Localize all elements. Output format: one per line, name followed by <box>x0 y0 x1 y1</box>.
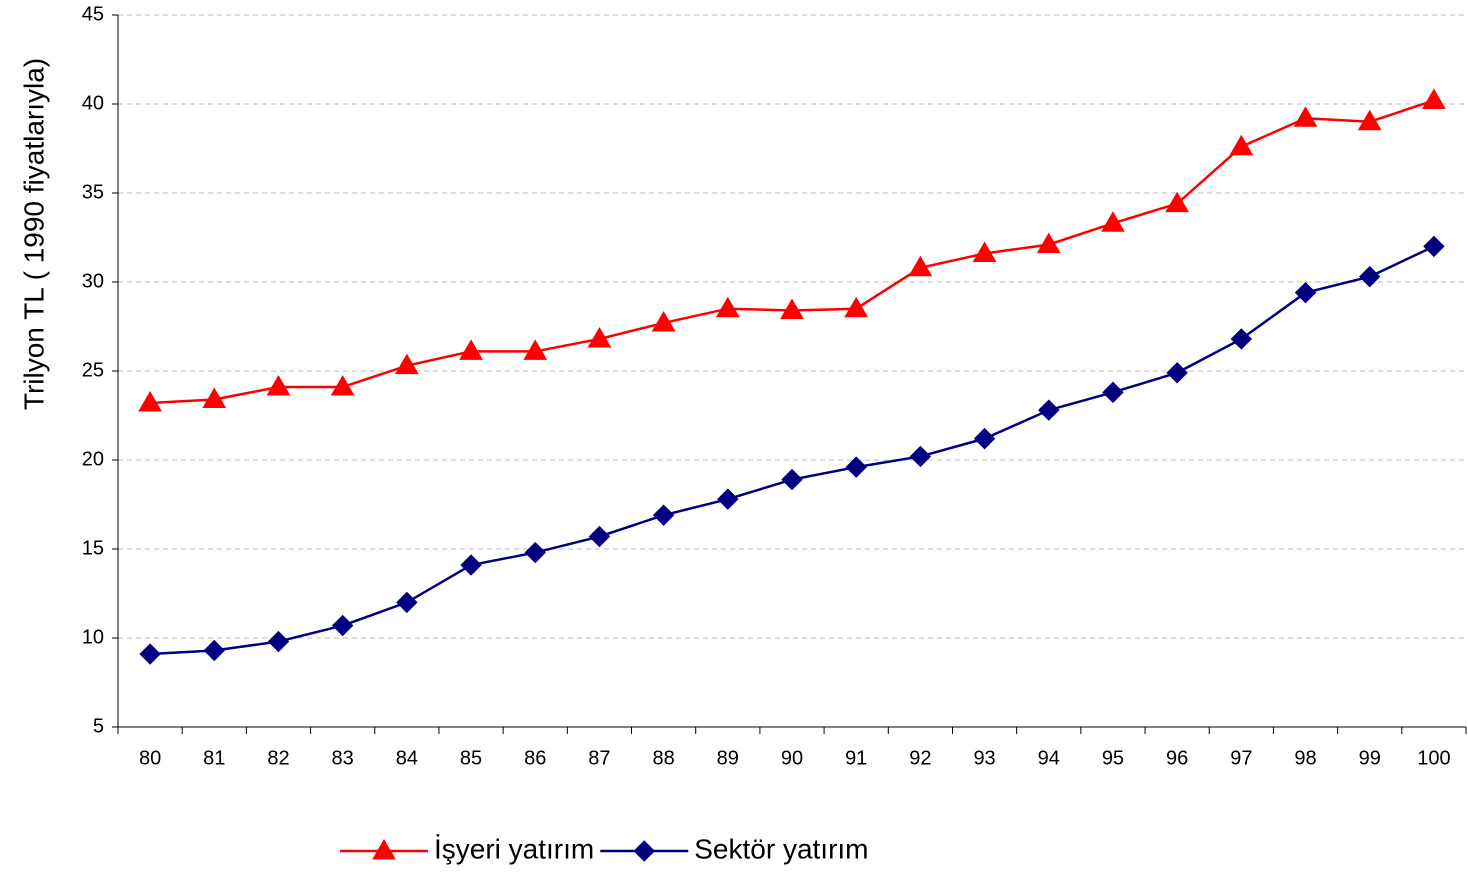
data-point <box>138 391 162 412</box>
x-tick-label: 81 <box>203 747 225 769</box>
data-point <box>394 353 419 375</box>
x-tick-label: 91 <box>845 747 867 769</box>
data-point <box>588 525 611 548</box>
x-tick-label: 99 <box>1359 747 1381 769</box>
data-point <box>717 488 739 510</box>
data-point <box>1230 328 1253 350</box>
x-tick-label: 86 <box>524 747 546 769</box>
data-point <box>266 375 291 396</box>
data-point <box>1359 265 1381 288</box>
x-tick-label: 93 <box>973 747 995 769</box>
y-tick-label: 25 <box>82 359 104 381</box>
data-point <box>909 445 932 468</box>
data-point <box>1101 211 1125 232</box>
data-point <box>396 591 418 614</box>
x-tick-label: 97 <box>1230 747 1252 769</box>
legend-marker <box>633 840 655 862</box>
x-tick-label: 92 <box>909 747 931 769</box>
x-tick-label: 87 <box>588 747 610 769</box>
data-point <box>267 630 290 653</box>
data-point <box>1038 399 1060 421</box>
data-point <box>459 339 483 360</box>
x-tick-label: 89 <box>717 747 739 769</box>
data-point <box>780 298 804 319</box>
y-axis-label: Trilyon TL ( 1990 fiyatlarıyla) <box>18 58 49 410</box>
x-tick-label: 95 <box>1102 747 1124 769</box>
x-tick-label: 85 <box>460 747 482 769</box>
x-tick-label: 84 <box>396 747 418 769</box>
data-point <box>202 387 227 408</box>
data-point <box>973 427 996 450</box>
data-point <box>1357 109 1382 131</box>
data-point <box>331 614 354 637</box>
y-tick-label: 30 <box>82 270 104 292</box>
data-point <box>1165 191 1190 213</box>
y-tick-label: 40 <box>82 92 104 114</box>
data-point <box>972 241 997 263</box>
data-point <box>587 326 612 348</box>
x-tick-label: 98 <box>1294 747 1316 769</box>
y-tick-label: 5 <box>93 715 104 737</box>
x-tick-label: 82 <box>267 747 289 769</box>
y-tick-label: 35 <box>82 181 104 203</box>
data-point <box>652 504 675 526</box>
y-tick-label: 20 <box>82 448 104 470</box>
data-point <box>1422 88 1446 109</box>
data-point <box>1293 106 1318 127</box>
x-tick-label: 80 <box>139 747 161 769</box>
data-point <box>908 255 933 277</box>
x-tick-label: 100 <box>1417 747 1450 769</box>
data-point <box>1229 134 1254 156</box>
legend-label: Sektör yatırım <box>694 833 868 864</box>
data-point <box>845 456 867 478</box>
y-tick-label: 45 <box>82 3 104 25</box>
data-point <box>1423 235 1445 258</box>
data-point <box>651 310 676 332</box>
x-tick-label: 88 <box>652 747 674 769</box>
data-point <box>1102 381 1124 404</box>
x-tick-label: 83 <box>332 747 354 769</box>
data-point <box>460 554 482 576</box>
data-point <box>844 296 869 318</box>
data-point <box>1166 362 1188 384</box>
data-point <box>139 643 161 665</box>
data-point <box>203 639 225 662</box>
legend-label: İşyeri yatırım <box>434 833 594 864</box>
data-point <box>715 296 740 318</box>
data-point <box>781 468 803 491</box>
y-tick-label: 15 <box>82 537 104 559</box>
data-point <box>330 375 355 396</box>
x-tick-label: 96 <box>1166 747 1188 769</box>
y-tick-label: 10 <box>82 626 104 648</box>
data-point <box>1294 281 1317 304</box>
data-point <box>523 339 548 360</box>
x-tick-label: 94 <box>1038 747 1060 769</box>
data-point <box>524 541 546 564</box>
data-point <box>1036 232 1061 254</box>
legend-marker <box>372 839 396 860</box>
x-tick-label: 90 <box>781 747 803 769</box>
